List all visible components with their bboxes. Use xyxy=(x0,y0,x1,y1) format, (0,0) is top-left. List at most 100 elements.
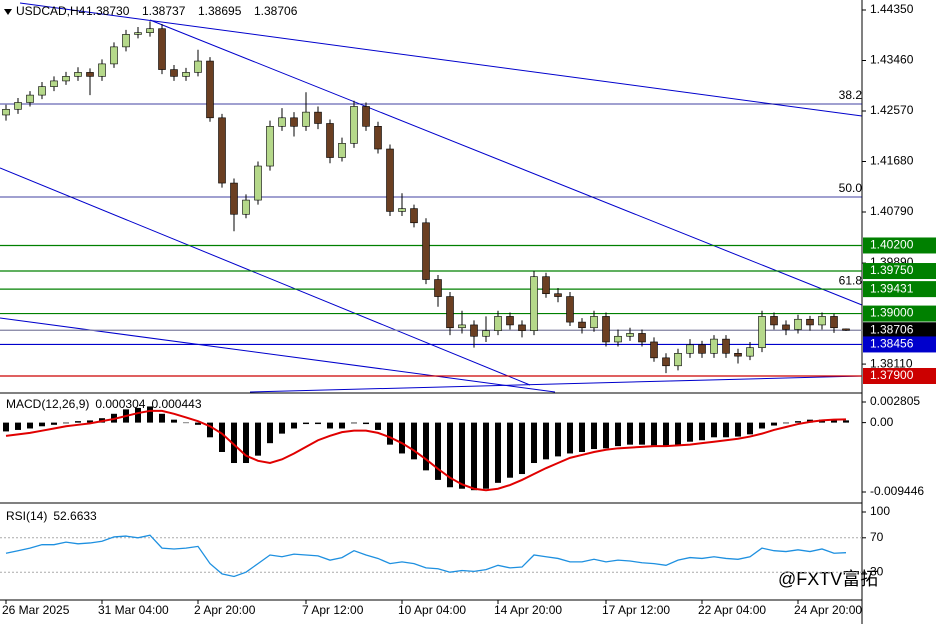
candle-body xyxy=(50,80,58,87)
candle-body xyxy=(758,316,766,348)
level-label-box xyxy=(863,322,936,339)
candle-body xyxy=(194,60,202,73)
macd-bar xyxy=(699,422,705,441)
candle-body xyxy=(206,60,214,119)
candle-body xyxy=(542,276,550,295)
trendline xyxy=(19,2,863,117)
rsi-last-value: 52.6633 xyxy=(53,509,97,523)
candle-body xyxy=(86,72,94,77)
macd-bar xyxy=(75,421,81,423)
macd-bar xyxy=(435,422,441,480)
candle-body xyxy=(518,324,526,331)
candle-body xyxy=(806,318,814,326)
candle-body xyxy=(494,316,502,331)
macd-bar xyxy=(747,422,753,435)
macd-bar xyxy=(759,422,765,429)
candle-body xyxy=(722,338,730,354)
macd-bar xyxy=(3,422,9,432)
macd-bar xyxy=(363,422,369,425)
macd-bar xyxy=(675,422,681,445)
candle-body xyxy=(362,106,370,127)
last-low: 1.38695 xyxy=(198,4,242,18)
macd-bar xyxy=(555,422,561,457)
macd-bar xyxy=(147,406,153,423)
macd-bar xyxy=(411,422,417,460)
x-tick-label: 2 Apr 20:00 xyxy=(194,603,256,617)
candle-body xyxy=(782,324,790,330)
y-tick-label: 70 xyxy=(870,530,884,544)
x-tick-label: 26 Mar 2025 xyxy=(2,603,70,617)
macd-bar xyxy=(591,422,597,450)
candle-body xyxy=(602,316,610,343)
candle-body xyxy=(698,344,706,354)
candle-body xyxy=(230,182,238,215)
candle-body xyxy=(554,293,562,297)
macd-bar xyxy=(795,421,801,423)
candle-body xyxy=(158,28,166,70)
macd-bar xyxy=(231,422,237,464)
level-label-box xyxy=(863,281,936,298)
macd-bar xyxy=(495,422,501,483)
candle-body xyxy=(2,108,10,116)
level-label: 1.38456 xyxy=(870,337,914,351)
macd-bar xyxy=(339,422,345,429)
macd-bar xyxy=(723,422,729,438)
macd-bar xyxy=(291,422,297,429)
candle-body xyxy=(590,316,598,329)
candle-body xyxy=(470,324,478,337)
macd-bar xyxy=(267,422,273,444)
macd-bar xyxy=(447,422,453,488)
x-tick-label: 14 Apr 20:00 xyxy=(494,603,562,617)
candle-body xyxy=(674,352,682,367)
last-high: 1.38737 xyxy=(142,4,186,18)
candle-body xyxy=(74,72,82,77)
macd-bar xyxy=(639,422,645,445)
candle-body xyxy=(734,352,742,357)
macd-bar xyxy=(327,422,333,429)
macd-bar xyxy=(483,422,489,489)
candle-body xyxy=(482,330,490,337)
y-tick-label: 1.42570 xyxy=(870,103,914,117)
macd-bar xyxy=(375,422,381,430)
macd-bar xyxy=(579,422,585,452)
rsi-line xyxy=(5,534,847,578)
macd-last-value: 0.000304 xyxy=(95,397,145,411)
macd-bar xyxy=(651,422,657,446)
candle-body xyxy=(830,316,838,329)
macd-bar xyxy=(543,422,549,460)
x-tick-label: 24 Apr 20:00 xyxy=(794,603,862,617)
fib-label: 38.2 xyxy=(839,88,863,102)
candle-body xyxy=(350,106,358,144)
candle-body xyxy=(662,357,670,367)
macd-bar xyxy=(399,422,405,454)
macd-bar xyxy=(171,419,177,423)
menu-triangle xyxy=(4,9,12,15)
macd-bar xyxy=(87,420,93,423)
macd-bar xyxy=(195,422,201,425)
level-label: 1.38706 xyxy=(870,322,914,336)
y-tick-label: 0.002805 xyxy=(870,394,920,408)
macd-bar xyxy=(27,422,33,429)
macd-bar xyxy=(315,422,321,425)
candle-body xyxy=(14,102,22,110)
macd-bar xyxy=(519,422,525,475)
macd-bar xyxy=(183,422,189,424)
macd-bar xyxy=(843,420,849,423)
y-tick-label: -0.009446 xyxy=(870,484,924,498)
macd-bar xyxy=(135,407,141,423)
macd-bar xyxy=(687,422,693,442)
y-tick-label: 1.43460 xyxy=(870,53,914,67)
macd-bar xyxy=(735,422,741,437)
candle-body xyxy=(278,117,286,127)
last-open: 1.38730 xyxy=(86,4,130,18)
candle-body xyxy=(218,117,226,184)
macd-bar xyxy=(279,422,285,434)
macd-bar xyxy=(219,422,225,452)
level-label-box xyxy=(863,336,936,353)
macd-bar xyxy=(603,422,609,449)
level-label: 1.37900 xyxy=(870,368,914,382)
macd-bar xyxy=(63,422,69,424)
fib-label: 61.8 xyxy=(839,273,863,287)
macd-last-value: 0.000443 xyxy=(151,397,201,411)
candle-body xyxy=(326,123,334,158)
